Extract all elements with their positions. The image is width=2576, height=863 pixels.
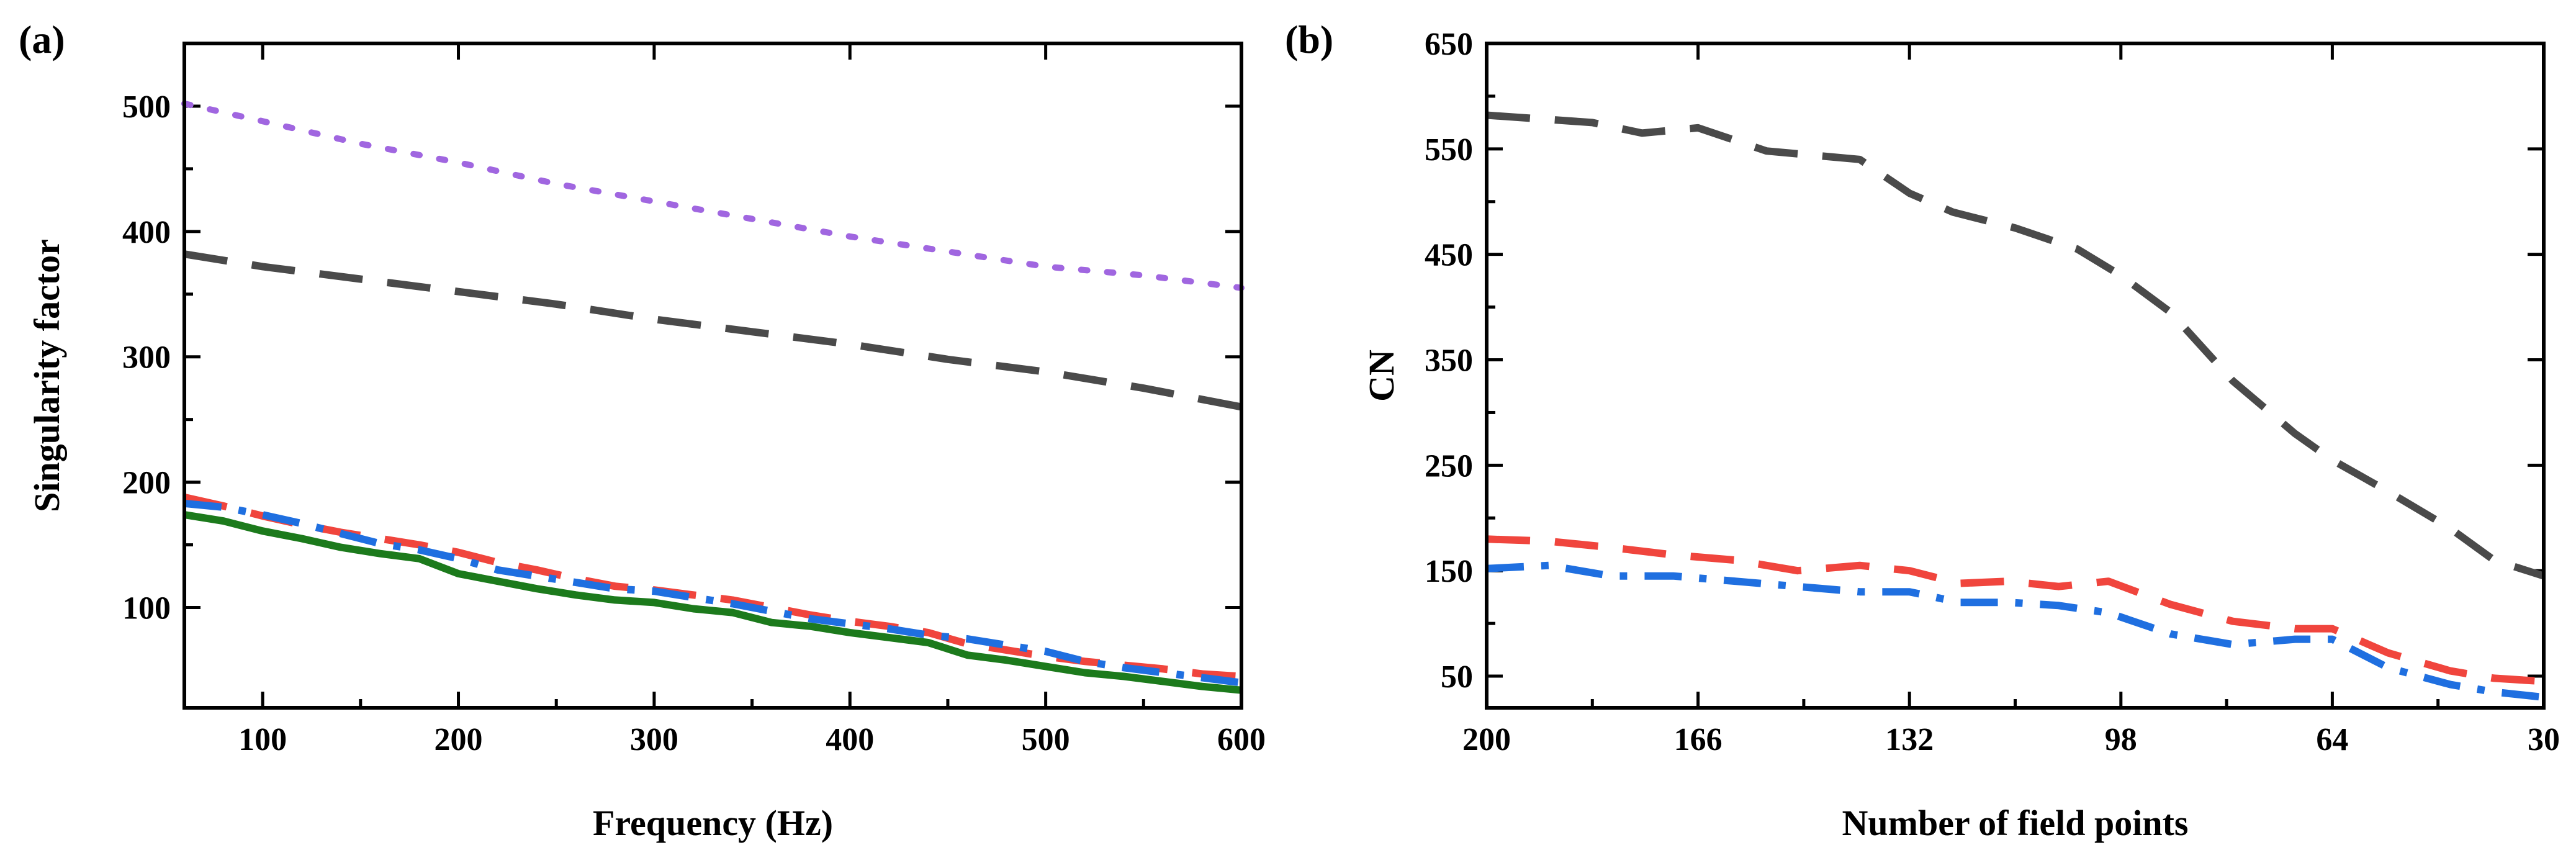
panel-a-series-blue-dashdot xyxy=(184,499,1242,687)
panel-b-series-red-dashed xyxy=(1486,535,2544,685)
panel-b-y-tick-label: 650 xyxy=(1425,27,1473,62)
panel-a-series-purple-dotted xyxy=(181,100,1245,291)
panel-b-y-tick-label: 450 xyxy=(1425,238,1473,273)
panel-b-y-axis-label: CN xyxy=(1361,350,1402,402)
panel-a-x-tick-label: 300 xyxy=(630,722,678,757)
panel-b-axis-frame xyxy=(1485,42,2546,710)
panel-b-y-tick-label: 550 xyxy=(1425,132,1473,168)
panel-a-x-tick-label: 400 xyxy=(826,722,874,757)
panel-a-x-axis-label: Frequency (Hz) xyxy=(593,803,833,843)
panel-b-series xyxy=(1486,111,2545,701)
panel-b-x-tick-label: 200 xyxy=(1462,722,1511,757)
panel-b-x-axis-label: Number of field points xyxy=(1842,803,2188,843)
panel-a-series-red-dashed xyxy=(183,493,1242,680)
panel-a-y-tick-label: 400 xyxy=(122,215,171,250)
panel-b-x-tick-label: 98 xyxy=(2105,722,2137,757)
panel-b-series-gray-dashed xyxy=(1486,111,2545,580)
panel-a-axis-frame xyxy=(182,42,1243,710)
panel-b-y-tick-label: 250 xyxy=(1425,448,1473,484)
panel-b-y-tick-label: 350 xyxy=(1425,343,1473,379)
panel-b-x-tick-label: 30 xyxy=(2528,722,2560,757)
panel-b-ticks: 200 166 132 98 64 30 50 150 250 350 450 550 650 xyxy=(1425,27,2560,757)
panel-a: (a) 100 200 300 400 500 600 100 200 300 400 500 Fr… xyxy=(19,17,1266,843)
panel-b-x-tick-label: 166 xyxy=(1674,722,1723,757)
panel-a-x-tick-label: 100 xyxy=(238,722,287,757)
panel-b-y-tick-label: 50 xyxy=(1441,659,1473,695)
panel-b-y-tick-label: 150 xyxy=(1425,554,1473,589)
panel-a-series-gray-dashed xyxy=(184,250,1243,411)
panel-a-y-tick-label: 200 xyxy=(122,466,171,501)
panel-a-ticks: 100 200 300 400 500 600 100 200 300 400 500 xyxy=(122,43,1266,757)
panel-a-x-tick-label: 600 xyxy=(1217,722,1266,757)
panel-a-series-green-solid xyxy=(184,511,1242,694)
panel-a-series xyxy=(181,100,1245,694)
panel-b-x-tick-label: 132 xyxy=(1885,722,1934,757)
panel-a-y-tick-label: 300 xyxy=(122,340,171,376)
panel-b-label: (b) xyxy=(1285,17,1333,61)
panel-a-x-tick-label: 500 xyxy=(1022,722,1070,757)
panel-a-x-tick-label: 200 xyxy=(435,722,483,757)
panel-a-y-tick-label: 500 xyxy=(122,89,171,125)
panel-a-y-tick-label: 100 xyxy=(122,590,171,626)
panel-a-y-axis-label: Singularity factor xyxy=(27,239,67,512)
panel-b-series-blue-dashdot xyxy=(1486,561,2544,701)
panel-a-label: (a) xyxy=(19,17,65,61)
panel-b: (b) 200 166 132 98 64 3050150250350450550650 … xyxy=(1285,17,2560,843)
panel-b-x-tick-label: 64 xyxy=(2316,722,2348,757)
